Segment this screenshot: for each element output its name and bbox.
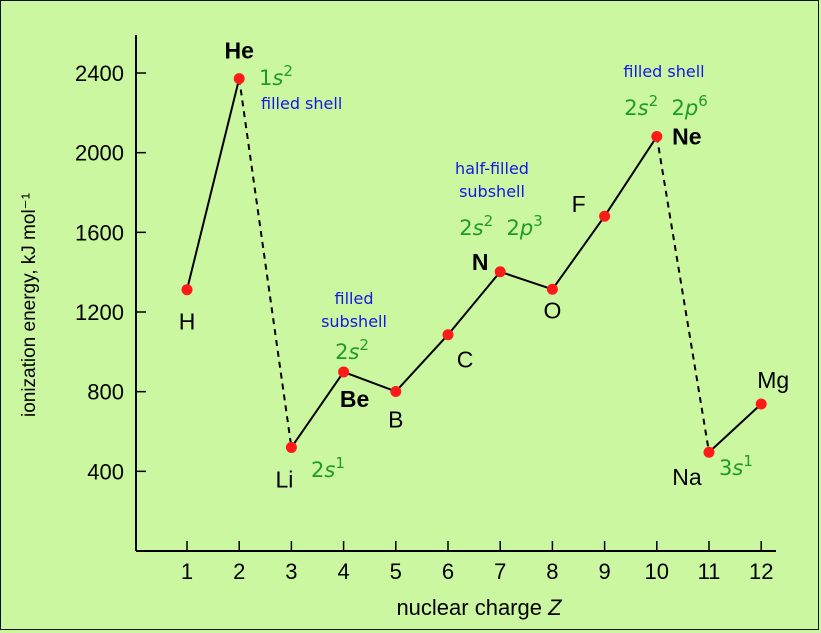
y-tick-label: 1200 <box>75 300 124 325</box>
data-point-c <box>443 329 454 340</box>
element-label-mg: Mg <box>757 367 789 393</box>
element-label-o: O <box>543 297 561 323</box>
note-he: filled shell <box>261 94 342 113</box>
y-tick-label: 2400 <box>75 61 124 86</box>
note-be: filled <box>335 289 374 308</box>
x-tick-label: 10 <box>645 559 669 584</box>
x-tick-label: 5 <box>390 559 402 584</box>
element-label-b: B <box>388 406 403 432</box>
line-segment <box>187 79 239 290</box>
data-point-na <box>704 447 715 458</box>
x-axis-title: nuclear charge Z <box>396 595 563 620</box>
data-point-n <box>495 266 506 277</box>
element-label-c: C <box>457 347 474 373</box>
y-tick-label: 2000 <box>75 141 124 166</box>
dashed-segment <box>239 79 291 448</box>
data-point-he <box>234 73 245 84</box>
x-tick-label: 9 <box>598 559 610 584</box>
line-segment <box>605 137 657 217</box>
note-ne: filled shell <box>623 62 704 81</box>
data-point-li <box>286 442 297 453</box>
element-label-n: N <box>472 249 489 275</box>
y-tick-label: 400 <box>87 459 124 484</box>
x-tick-label: 4 <box>337 559 349 584</box>
note-be: subshell <box>321 312 387 331</box>
x-tick-label: 3 <box>285 559 297 584</box>
x-tick-label: 1 <box>181 559 193 584</box>
line-segment <box>709 404 761 452</box>
line-segment <box>291 372 343 447</box>
config-na: 3s1 <box>719 452 753 480</box>
data-point-ne <box>651 131 662 142</box>
config-li: 2s1 <box>311 454 345 482</box>
y-tick-label: 800 <box>87 380 124 405</box>
element-label-ne: Ne <box>672 124 701 150</box>
data-point-b <box>390 386 401 397</box>
config-n: 2s2 2p3 <box>459 212 542 240</box>
x-tick-label: 11 <box>698 559 721 584</box>
line-segment <box>396 335 448 392</box>
y-tick-label: 1600 <box>75 220 124 245</box>
x-tick-label: 7 <box>494 559 506 584</box>
x-tick-label: 8 <box>546 559 558 584</box>
element-label-na: Na <box>672 464 702 490</box>
note-n: subshell <box>459 182 525 201</box>
config-he: 1s2 <box>259 62 293 90</box>
data-point-be <box>338 366 349 377</box>
data-point-mg <box>756 399 767 410</box>
element-label-f: F <box>572 191 586 217</box>
x-tick-label: 2 <box>233 559 245 584</box>
line-segment <box>552 216 604 289</box>
y-axis-title: ionization energy, kJ mol⁻¹ <box>19 193 40 417</box>
element-label-be: Be <box>340 386 369 412</box>
dashed-segment <box>657 137 709 453</box>
line-segment <box>500 272 552 290</box>
element-label-li: Li <box>275 466 293 492</box>
note-n: half-filled <box>455 159 529 178</box>
line-segment <box>448 272 500 335</box>
x-tick-label: 6 <box>442 559 454 584</box>
element-label-he: He <box>224 38 253 64</box>
data-point-o <box>547 284 558 295</box>
x-tick-label: 12 <box>749 559 773 584</box>
config-be: 2s2 <box>335 336 369 364</box>
data-point-f <box>599 211 610 222</box>
config-ne: 2s2 2p6 <box>624 92 707 120</box>
element-label-h: H <box>179 309 196 335</box>
data-point-h <box>182 284 193 295</box>
